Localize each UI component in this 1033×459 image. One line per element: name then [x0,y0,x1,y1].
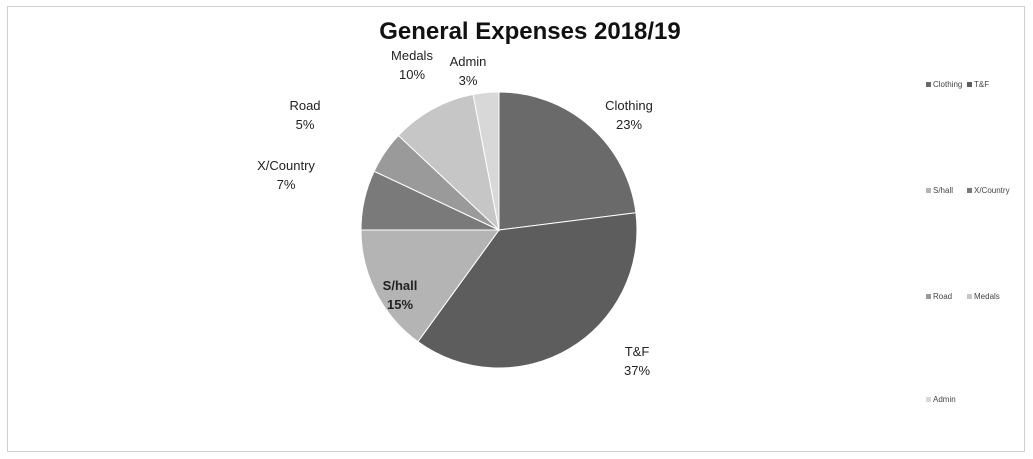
legend-item-admin: Admin [926,395,956,404]
legend-swatch-admin [926,397,931,402]
data-label-x-country-value: 7% [277,177,296,192]
legend-label-admin: Admin [933,395,956,404]
legend-swatch-s-hall [926,188,931,193]
legend-item-s-hall: S/hall [926,186,953,195]
data-label-admin-name: Admin [450,54,487,69]
legend-label-road: Road [933,292,953,301]
legend-label-x-country: X/Country [974,186,1010,195]
pie-slice-tandf [417,212,638,369]
data-label-road-value: 5% [296,117,315,132]
legend-swatch-medals [967,294,972,299]
legend-item-medals: Medals [967,292,1000,301]
legend-swatch-tandf [967,82,972,87]
data-label-clothing-name: Clothing [605,98,653,113]
pie-slice-clothing [498,91,637,231]
data-label-tandf-value: 37% [624,363,650,378]
legend-item-x-country: X/Country [967,186,1010,195]
data-label-medals-name: Medals [391,48,433,63]
legend-item-clothing: Clothing [926,80,962,89]
data-label-s-hall-name: S/hall [383,278,418,293]
data-label-tandf-name: T&F [625,344,650,359]
legend-label-clothing: Clothing [933,80,963,89]
legend-item-tandf: T&F [967,80,989,89]
legend-label-tandf: T&F [974,80,990,89]
data-label-medals-value: 10% [399,67,425,82]
legend-swatch-x-country [967,188,972,193]
pie-slice-admin [472,91,500,231]
legend-label-medals: Medals [974,292,1000,301]
chart-title: General Expenses 2018/19 [379,18,681,45]
data-label-x-country-name: X/Country [257,158,315,173]
data-label-road-name: Road [289,98,320,113]
data-label-s-hall-value: 15% [387,297,413,312]
data-label-clothing-value: 23% [616,117,642,132]
legend-swatch-road [926,294,931,299]
legend-item-road: Road [926,292,952,301]
data-label-admin-value: 3% [459,73,478,88]
pie-slice-medals [397,93,500,232]
legend-swatch-clothing [926,82,931,87]
pie-data-labels: Clothing 23% T&F 37% S/hall 15% X/Country 7% Roa… [257,48,653,378]
legend-label-s-hall: S/hall [933,186,954,195]
pie-slice-s-hall [360,229,500,343]
pie-slices [360,91,638,369]
